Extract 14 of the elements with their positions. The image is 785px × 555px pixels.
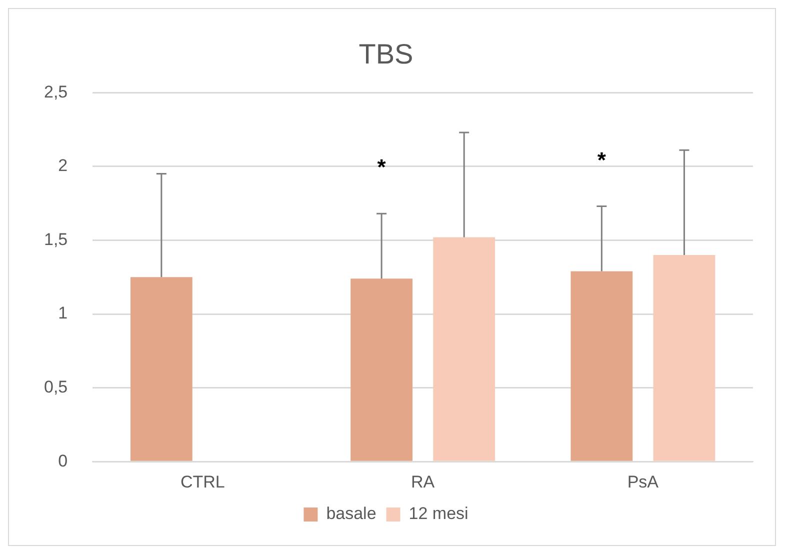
- x-tick-label: PsA: [627, 472, 660, 492]
- annotation: *: [597, 147, 606, 172]
- legend-label: basale: [326, 504, 376, 524]
- chart-title: TBS: [358, 38, 414, 70]
- y-tick-label: 1: [58, 304, 68, 323]
- x-tick-label: CTRL: [180, 472, 225, 492]
- y-tick-label: 1,5: [44, 230, 68, 249]
- y-tick-label: 0,5: [44, 377, 68, 396]
- y-tick-label: 0: [58, 451, 68, 470]
- y-tick-label: 2: [58, 156, 68, 176]
- x-tick-label: RA: [411, 472, 436, 492]
- annotation: *: [377, 154, 386, 180]
- y-tick-label: 2,5: [44, 82, 68, 102]
- legend-label: 12 mesi: [408, 504, 468, 524]
